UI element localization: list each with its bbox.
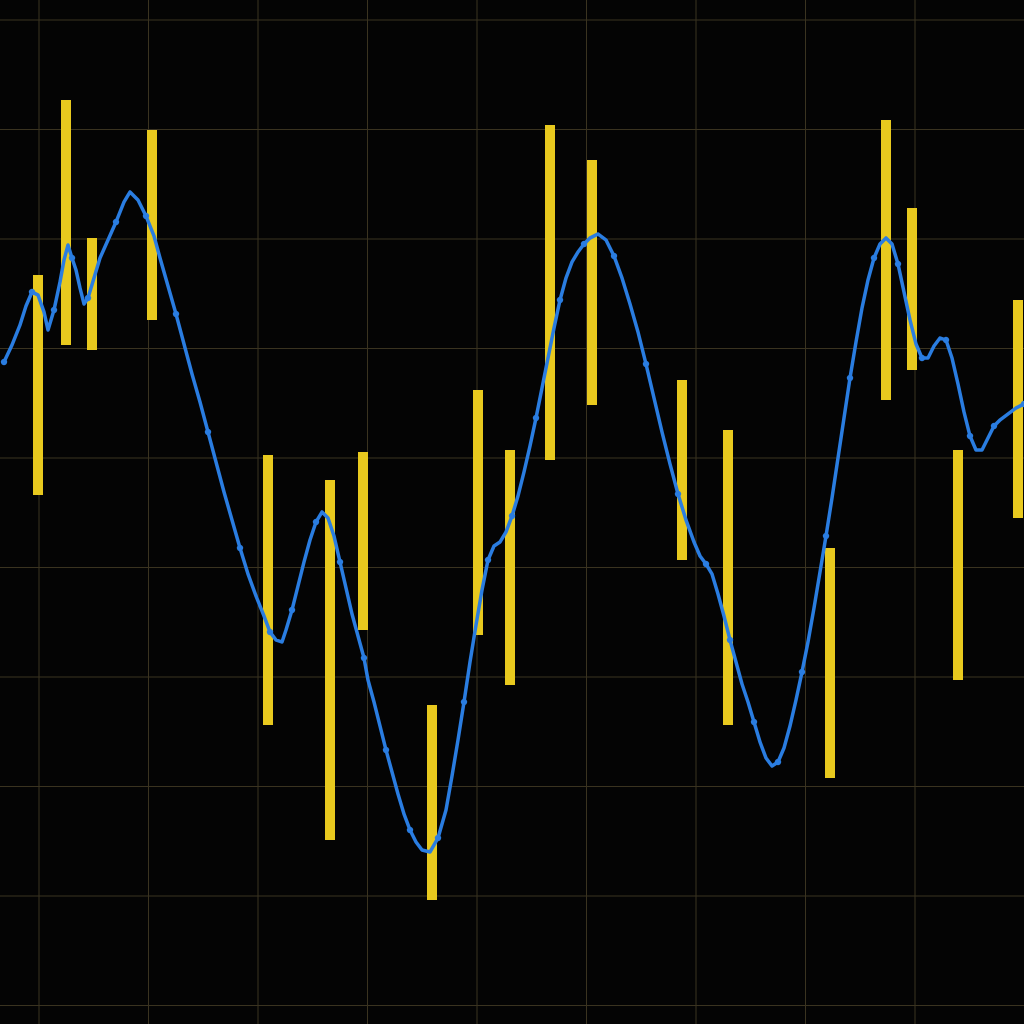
price-chart xyxy=(0,0,1024,1024)
